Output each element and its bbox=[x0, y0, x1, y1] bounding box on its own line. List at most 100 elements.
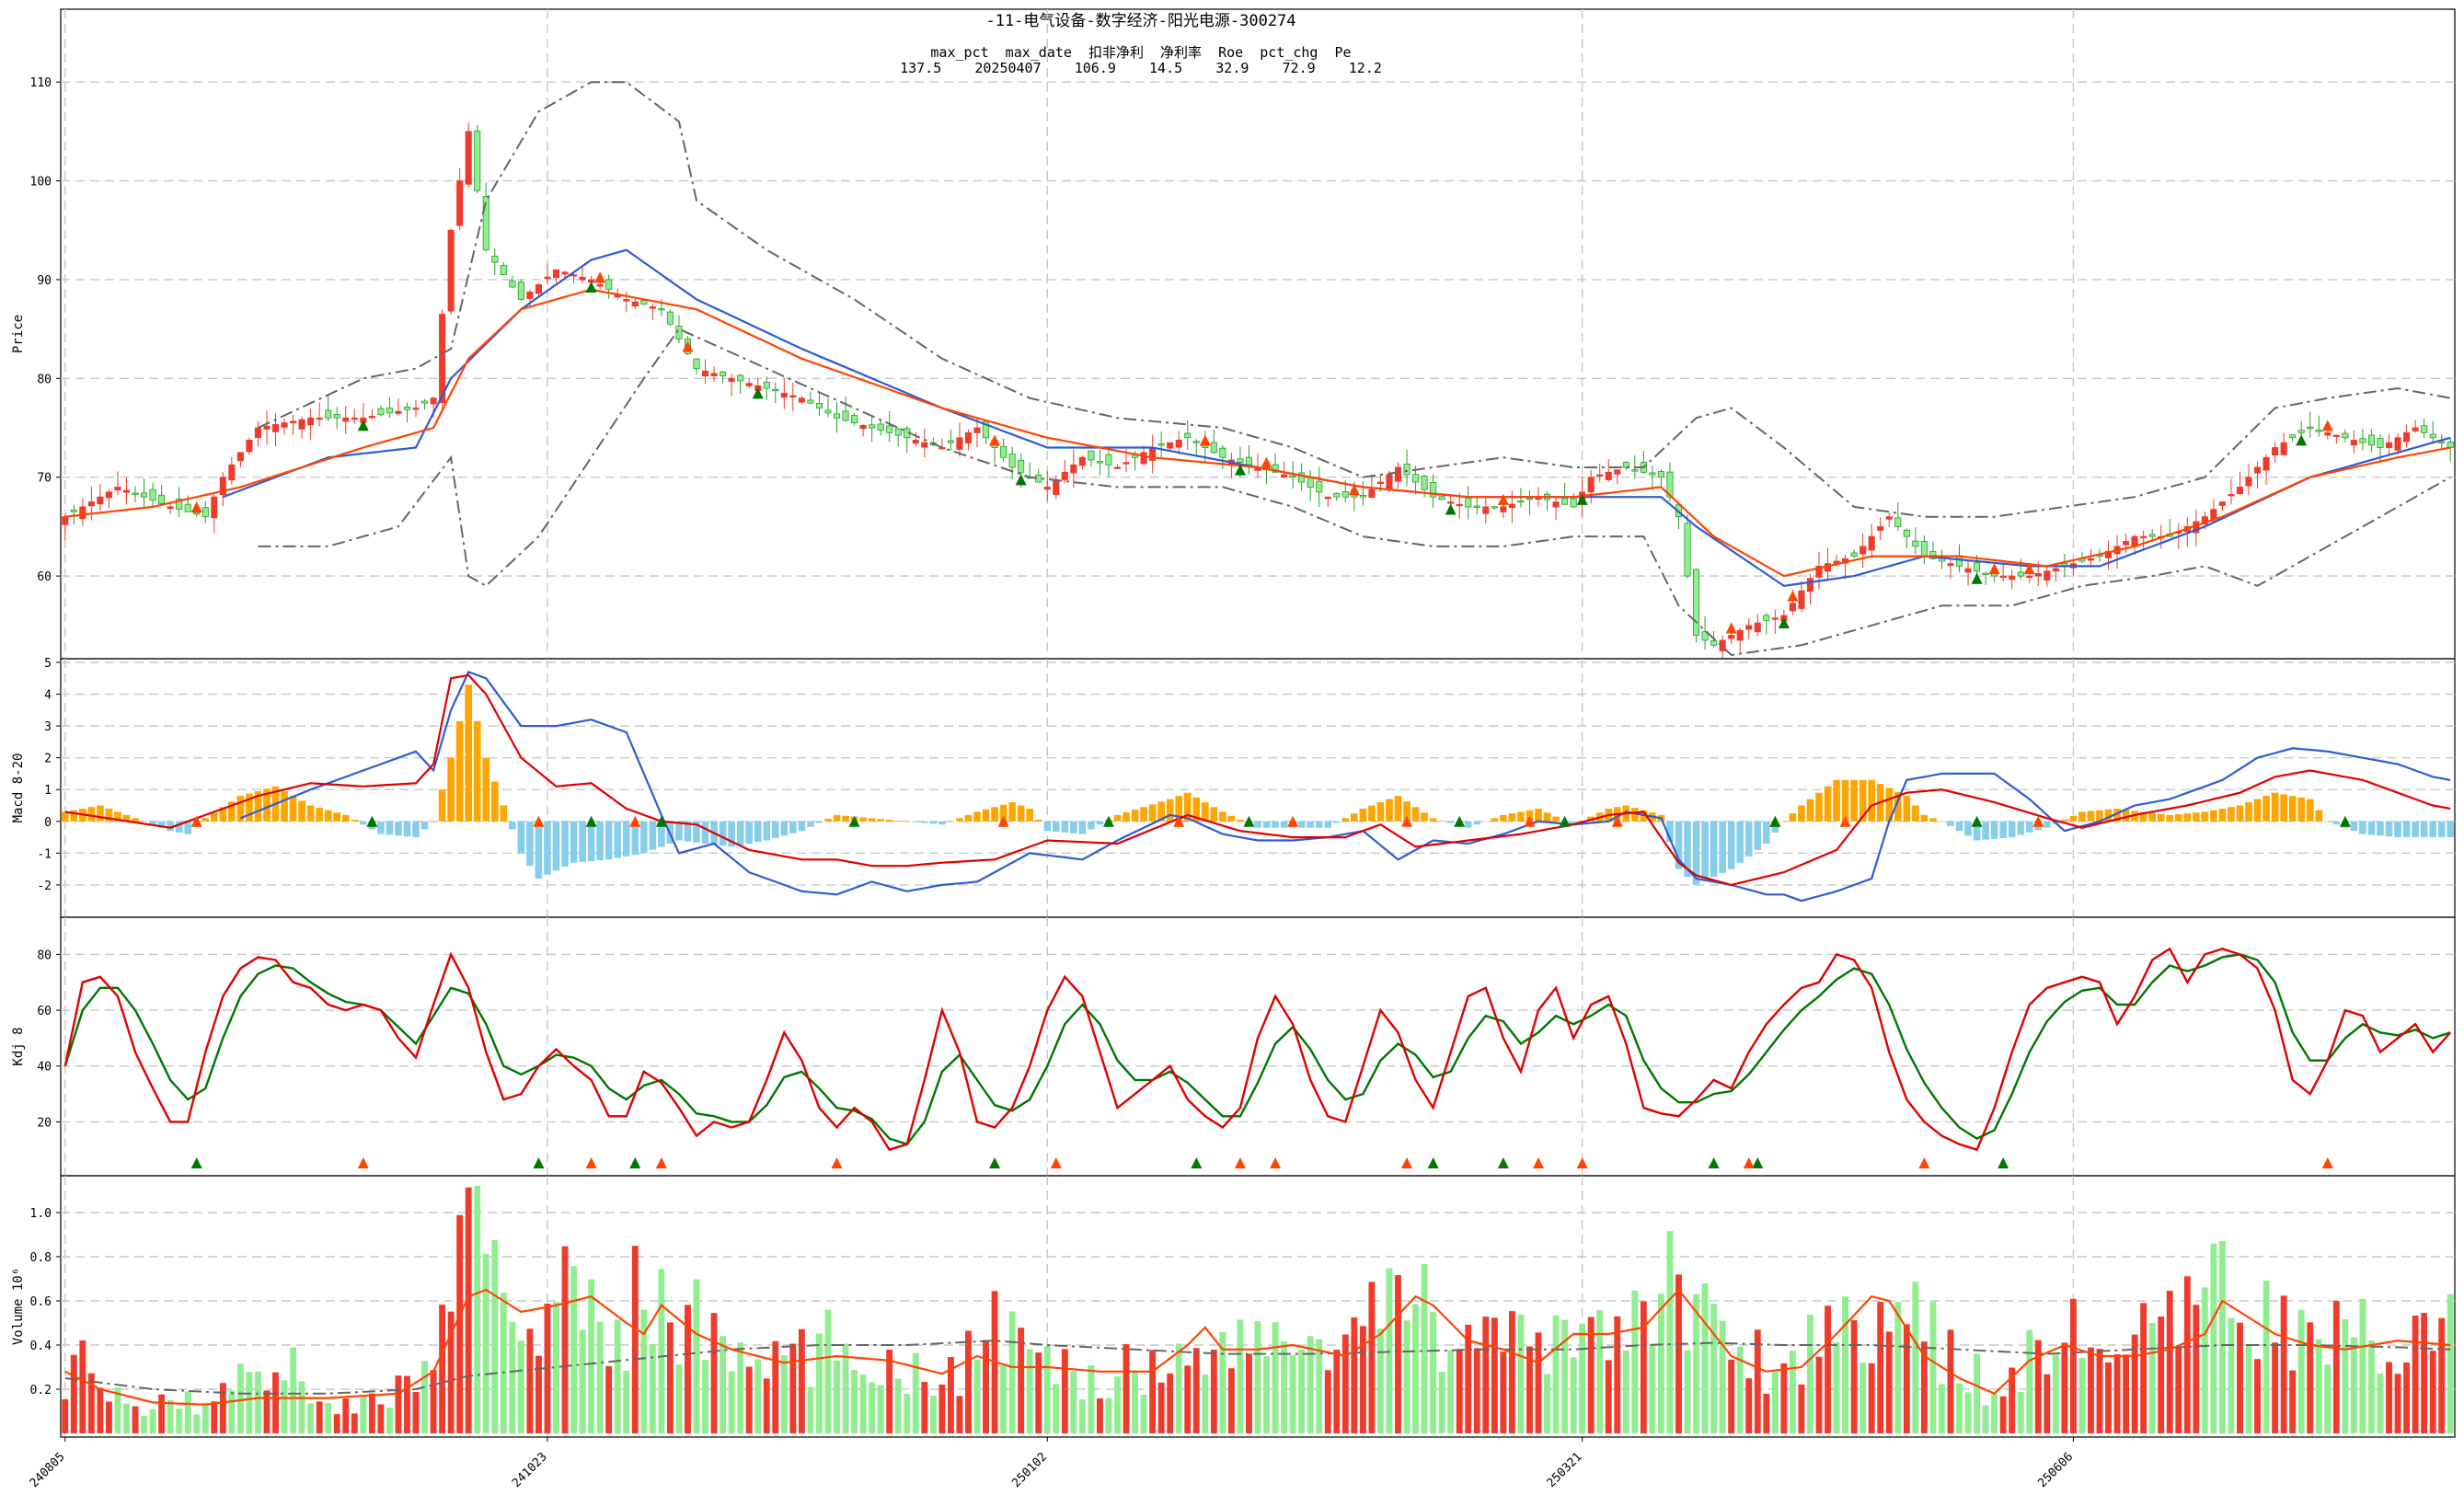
candle-body bbox=[824, 409, 832, 414]
volume-bar bbox=[2429, 1351, 2436, 1433]
sell-marker bbox=[2296, 434, 2308, 446]
candle-body bbox=[219, 477, 226, 496]
candle-body bbox=[236, 452, 244, 462]
volume-bar bbox=[2342, 1319, 2349, 1433]
macd-hist-bar bbox=[175, 821, 183, 833]
volume-bar bbox=[482, 1253, 489, 1433]
volume-bar bbox=[1877, 1302, 1884, 1433]
volume-bar bbox=[1167, 1373, 1174, 1433]
volume-bar bbox=[158, 1394, 166, 1433]
volume-bar bbox=[1894, 1302, 1902, 1433]
volume-bar bbox=[973, 1359, 981, 1433]
buy-marker bbox=[1725, 622, 1737, 634]
volume-bar bbox=[1149, 1350, 1157, 1433]
candle-body bbox=[1964, 568, 1972, 573]
volume-bar bbox=[2297, 1309, 2305, 1433]
volume-bar bbox=[720, 1336, 727, 1433]
volume-bar bbox=[2386, 1362, 2392, 1433]
sell-marker bbox=[1243, 815, 1255, 827]
candle-body bbox=[1061, 471, 1068, 480]
volume-bar bbox=[2123, 1354, 2130, 1433]
volume-bar bbox=[1570, 1357, 1577, 1433]
candle-body bbox=[70, 510, 77, 512]
candle-body bbox=[1657, 471, 1664, 478]
volume-bar bbox=[2228, 1317, 2235, 1433]
macd-hist-bar bbox=[1920, 814, 1929, 822]
volume-bar bbox=[167, 1399, 174, 1433]
volume-bar bbox=[1947, 1329, 1954, 1433]
candle-body bbox=[1237, 458, 1244, 463]
volume-bar bbox=[1351, 1317, 1358, 1433]
volume-bar bbox=[1219, 1331, 1226, 1433]
volume-bar bbox=[2280, 1295, 2287, 1433]
candle-body bbox=[167, 506, 174, 510]
volume-bar bbox=[780, 1355, 788, 1433]
volume-bar bbox=[1368, 1282, 1376, 1433]
volume-bar bbox=[377, 1404, 385, 1433]
candle-body bbox=[720, 371, 727, 377]
volume-bar bbox=[1359, 1326, 1366, 1433]
candle-body bbox=[2280, 442, 2287, 455]
volume-bar bbox=[1421, 1264, 1428, 1433]
chart-title: -11-电气设备-数字经济-阳光电源-300274 bbox=[985, 12, 1295, 30]
candle-body bbox=[1105, 454, 1112, 466]
candle-body bbox=[912, 440, 919, 444]
volume-bar bbox=[1991, 1394, 1998, 1433]
volume-bar bbox=[141, 1415, 147, 1433]
volume-bar bbox=[2113, 1354, 2121, 1433]
candle-body bbox=[1000, 445, 1007, 458]
candle-body bbox=[97, 496, 104, 505]
macd-hist-bar bbox=[1403, 801, 1410, 822]
sell-marker bbox=[1015, 474, 1027, 486]
candle-body bbox=[1614, 469, 1621, 475]
volume-bar bbox=[1386, 1268, 1393, 1433]
y-tick-label: 40 bbox=[37, 1061, 52, 1075]
volume-bar bbox=[737, 1342, 744, 1433]
volume-bar bbox=[2403, 1362, 2411, 1433]
volume-bar bbox=[1254, 1321, 1261, 1433]
candle-body bbox=[105, 491, 112, 499]
candle-body bbox=[263, 425, 271, 430]
volume-bar bbox=[658, 1269, 665, 1433]
macd-hist-bar bbox=[105, 808, 113, 822]
candle-body bbox=[1982, 572, 1989, 575]
volume-bar bbox=[886, 1350, 893, 1433]
panel-frame bbox=[60, 1175, 2456, 1438]
volume-bar bbox=[1842, 1296, 1849, 1433]
macd-hist-bar bbox=[771, 821, 779, 838]
volume-bar bbox=[1833, 1342, 1840, 1433]
y-axis-label: Price bbox=[11, 315, 26, 353]
sell-marker bbox=[1769, 815, 1781, 827]
volume-bar bbox=[184, 1391, 191, 1433]
volume-bar bbox=[1587, 1317, 1595, 1433]
sell-marker bbox=[1971, 815, 1983, 827]
volume-bar bbox=[1860, 1363, 1867, 1433]
candle-body bbox=[1649, 472, 1656, 476]
candle-body bbox=[1868, 535, 1875, 551]
volume-bar bbox=[702, 1360, 708, 1433]
macd-hist-bar bbox=[2096, 810, 2103, 822]
candle-body bbox=[246, 440, 253, 453]
volume-bar bbox=[1333, 1350, 1341, 1433]
volume-bar bbox=[798, 1328, 805, 1433]
volume-bar bbox=[1272, 1321, 1279, 1433]
candle-body bbox=[430, 397, 437, 405]
candle-body bbox=[2350, 440, 2357, 446]
macd-hist-bar bbox=[1183, 792, 1192, 822]
candle-body bbox=[921, 442, 928, 448]
volume-bar bbox=[79, 1340, 86, 1433]
candle-body bbox=[1798, 590, 1805, 609]
macd-hist-bar bbox=[210, 812, 218, 822]
buy-marker bbox=[1261, 456, 1272, 468]
macd-hist-bar bbox=[1359, 808, 1367, 822]
volume-bar bbox=[1684, 1350, 1691, 1433]
macd-hist-bar bbox=[658, 821, 665, 847]
macd-hist-bar bbox=[2412, 821, 2419, 838]
y-tick-label: 4 bbox=[44, 689, 52, 703]
volume-bar bbox=[1184, 1365, 1192, 1433]
macd-hist-bar bbox=[544, 821, 551, 875]
macd-hist-bar bbox=[1438, 820, 1445, 822]
macd-hist-bar bbox=[1736, 821, 1744, 863]
candle-body bbox=[79, 506, 86, 520]
candle-body bbox=[1736, 629, 1744, 641]
